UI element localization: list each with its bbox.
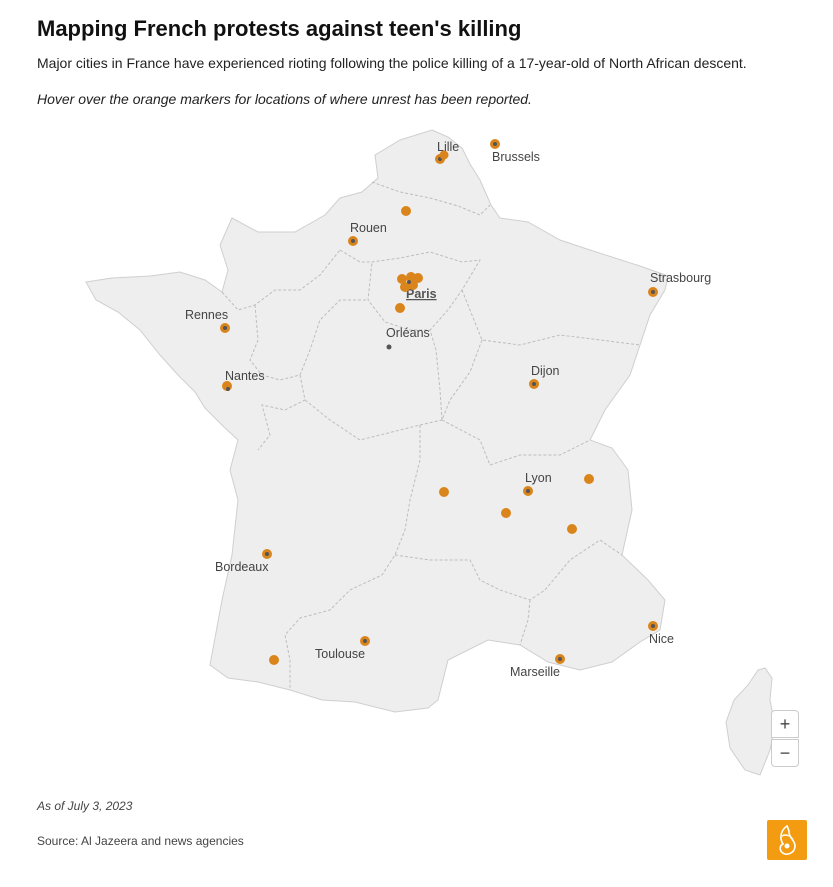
marker-protest[interactable] [401,206,411,216]
marker-strasbourg[interactable] [648,287,658,297]
marker-protest[interactable] [395,303,405,313]
marker-marseille[interactable] [555,654,565,664]
page-subtitle: Major cities in France have experienced … [37,55,747,71]
marker-protest[interactable] [584,474,594,484]
marker-protest[interactable] [269,655,279,665]
france-landmass [85,129,669,713]
city-label-rouen: Rouen [350,221,387,235]
city-label-bordeaux: Bordeaux [215,560,269,574]
city-layer: Lille Brussels Rouen Paris Strasbourg Re… [185,140,711,679]
page-title: Mapping French protests against teen's k… [37,16,522,41]
city-label-nice: Nice [649,632,674,646]
marker-protest[interactable] [567,524,577,534]
city-label-paris: Paris [406,287,437,301]
city-label-lille: Lille [437,140,459,154]
marker-toulouse[interactable] [360,636,370,646]
corsica-landmass [725,667,776,776]
city-label-rennes: Rennes [185,308,228,322]
city-label-nantes: Nantes [225,369,265,383]
city-label-orleans: Orléans [386,326,430,340]
marker-lyon[interactable] [523,486,533,496]
city-label-toulouse: Toulouse [315,647,365,661]
marker-dijon[interactable] [529,379,539,389]
marker-rouen[interactable] [348,236,358,246]
zoom-in-button[interactable]: + [771,710,799,738]
protest-markers[interactable] [220,139,658,665]
city-label-marseille: Marseille [510,665,560,679]
marker-brussels[interactable] [490,139,500,149]
source-note: Source: Al Jazeera and news agencies [37,834,244,848]
city-label-lyon: Lyon [525,471,552,485]
as-of-date: As of July 3, 2023 [37,799,133,813]
marker-bordeaux[interactable] [262,549,272,559]
city-dot-orleans [386,344,392,350]
marker-paris-cluster[interactable] [397,272,423,292]
marker-protest[interactable] [501,508,511,518]
city-label-brussels: Brussels [492,150,540,164]
marker-rennes[interactable] [220,323,230,333]
city-label-strasbourg: Strasbourg [650,271,711,285]
marker-nantes[interactable] [222,381,232,391]
marker-nice[interactable] [648,621,658,631]
hover-hint: Hover over the orange markers for locati… [37,91,532,107]
city-label-dijon: Dijon [531,364,560,378]
zoom-out-button[interactable]: − [771,739,799,767]
al-jazeera-logo-icon [767,820,807,860]
region-borders [221,181,641,690]
marker-lille-extra[interactable] [439,150,449,160]
marker-protest[interactable] [439,487,449,497]
